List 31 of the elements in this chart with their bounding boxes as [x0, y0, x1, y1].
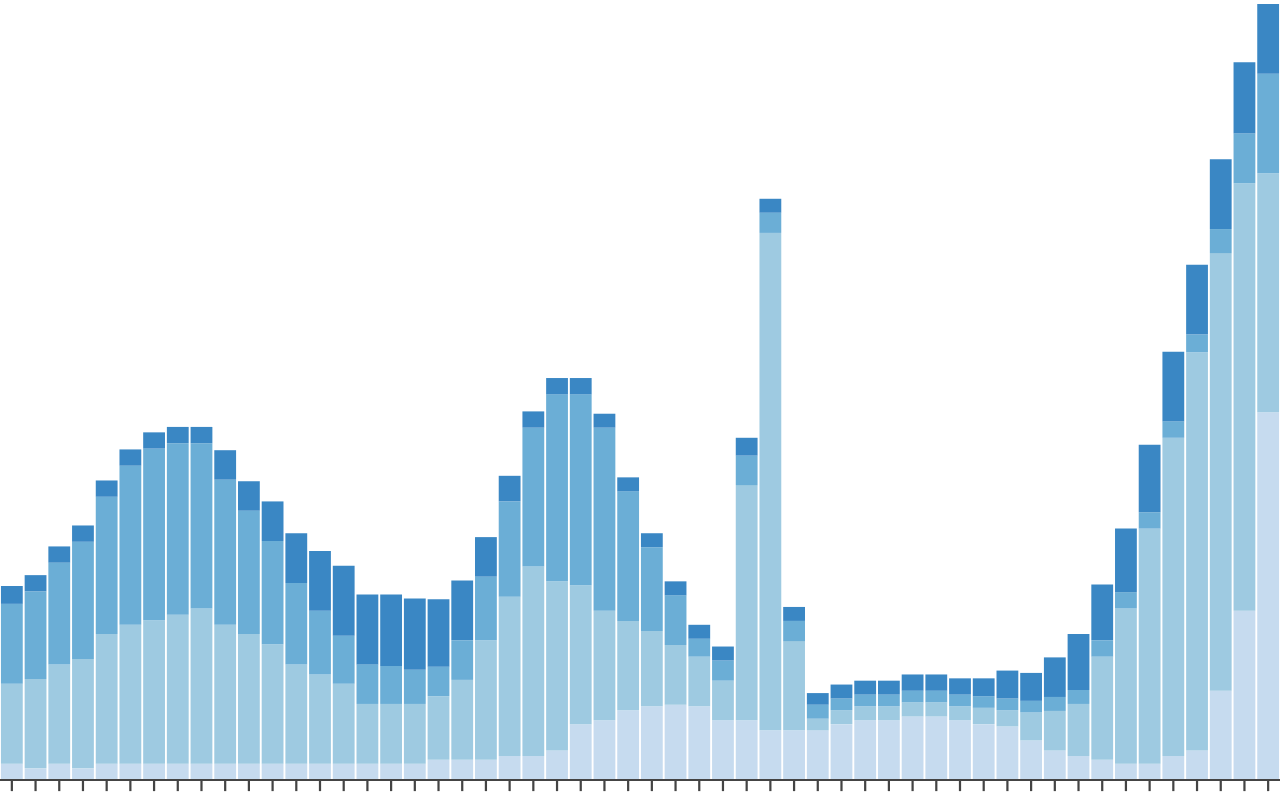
- bar: [1209, 229, 1232, 254]
- bar: [522, 411, 545, 428]
- bar: [1186, 334, 1208, 353]
- bar: [783, 606, 805, 621]
- bar: [664, 581, 687, 596]
- bar: [735, 437, 758, 456]
- bar: [735, 455, 758, 486]
- bar: [1209, 159, 1232, 230]
- bar: [119, 449, 142, 466]
- bar: [759, 212, 782, 233]
- bar: [1138, 512, 1161, 529]
- bar: [72, 525, 94, 542]
- bar: [712, 646, 734, 661]
- bar: [1091, 640, 1114, 657]
- bar: [95, 480, 118, 497]
- bar: [617, 477, 640, 492]
- bar: [688, 624, 711, 639]
- bar: [759, 198, 782, 213]
- bar: [475, 537, 497, 577]
- bar: [1186, 264, 1208, 335]
- bar: [214, 450, 237, 480]
- bar: [593, 413, 616, 428]
- bar: [1162, 351, 1185, 422]
- bar: [1162, 421, 1185, 438]
- bar: [1115, 592, 1137, 609]
- bar: [1138, 444, 1161, 513]
- bar: [498, 475, 521, 502]
- bar: [48, 546, 71, 563]
- bar: [783, 620, 805, 642]
- bar: [640, 533, 663, 548]
- bar: [712, 660, 734, 681]
